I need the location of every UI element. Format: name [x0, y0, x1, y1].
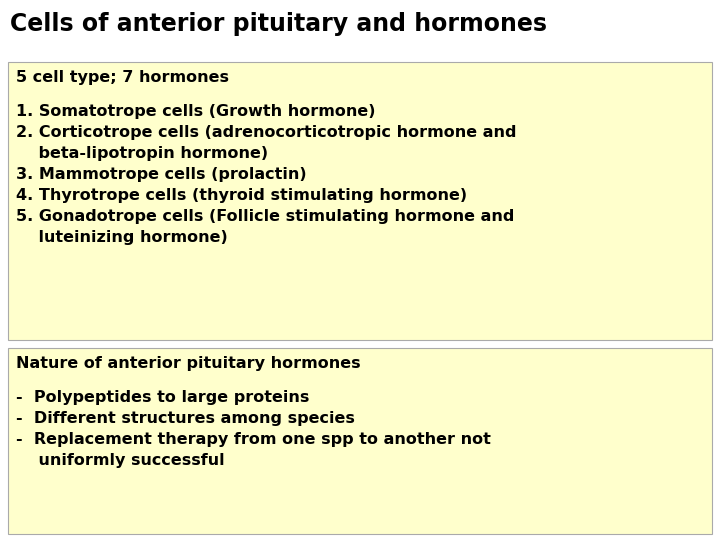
Text: 5 cell type; 7 hormones: 5 cell type; 7 hormones	[16, 70, 229, 85]
Text: -  Polypeptides to large proteins
-  Different structures among species
-  Repla: - Polypeptides to large proteins - Diffe…	[16, 390, 491, 468]
Text: Cells of anterior pituitary and hormones: Cells of anterior pituitary and hormones	[10, 12, 547, 36]
Text: 1. Somatotrope cells (Growth hormone)
2. Corticotrope cells (adrenocorticotropic: 1. Somatotrope cells (Growth hormone) 2.…	[16, 104, 516, 245]
FancyBboxPatch shape	[8, 348, 712, 534]
Text: Nature of anterior pituitary hormones: Nature of anterior pituitary hormones	[16, 356, 361, 371]
FancyBboxPatch shape	[8, 62, 712, 340]
